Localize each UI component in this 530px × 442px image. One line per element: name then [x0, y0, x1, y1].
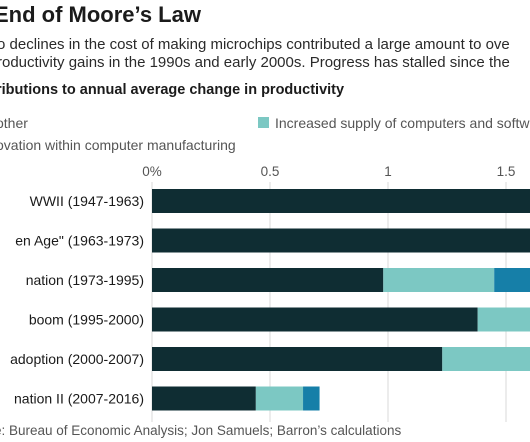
bar-segment: [152, 268, 384, 292]
bar-segment: [152, 307, 478, 332]
legend-label-innovation: ovation within computer manufacturing: [0, 137, 236, 153]
bar-segment: [303, 386, 320, 411]
category-label: adoption (2000-2007): [10, 351, 144, 367]
x-tick-label: 1.5: [497, 164, 516, 179]
category-label: WWII (1947-1963): [30, 193, 144, 209]
category-label: nation (1973-1995): [26, 272, 144, 288]
category-label: boom (1995-2000): [29, 312, 144, 328]
bar-segment: [383, 268, 495, 292]
x-tick-label: 0.5: [261, 164, 280, 179]
bar-segment: [152, 386, 256, 411]
chart-title: End of Moore’s Law: [0, 2, 201, 27]
category-label: nation II (2007-2016): [14, 391, 144, 407]
legend-label-other: other: [0, 115, 28, 131]
legend-label-computers: Increased supply of computers and softwa: [275, 115, 530, 131]
bar-segment: [152, 189, 530, 213]
subtitle-line-1: o declines in the cost of making microch…: [0, 36, 510, 53]
bar-chart: 0%0.511.522.53WWII (1947-1963)en Age" (1…: [10, 164, 530, 422]
category-label: en Age" (1963-1973): [15, 233, 144, 249]
bar-segment: [255, 386, 304, 411]
bar-segment: [442, 347, 530, 371]
bar-segment: [494, 268, 530, 292]
bar-segment: [152, 347, 443, 371]
legend-swatch-computers: [258, 117, 269, 128]
bar-segment: [152, 228, 530, 253]
subtitle-line-2: roductivity gains in the 1990s and early…: [0, 54, 510, 71]
x-tick-label: 1: [384, 164, 392, 179]
source-note: e: Bureau of Economic Analysis; Jon Samu…: [0, 423, 402, 438]
axis-title: ributions to annual average change in pr…: [0, 82, 345, 98]
bar-segment: [477, 307, 530, 332]
x-tick-label: 0%: [142, 164, 162, 179]
